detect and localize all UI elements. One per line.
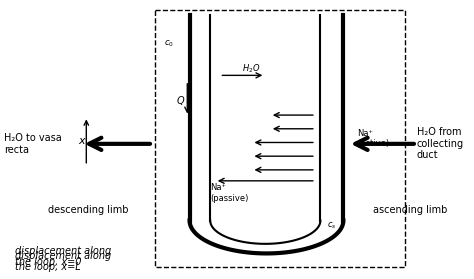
Bar bbox=[155, 9, 405, 267]
Text: H₂O from
collecting
duct: H₂O from collecting duct bbox=[417, 127, 464, 160]
Text: $c_0$: $c_0$ bbox=[164, 39, 174, 49]
Text: ascending limb: ascending limb bbox=[373, 205, 447, 215]
Text: x: x bbox=[78, 136, 85, 146]
Text: Na⁺
(passive): Na⁺ (passive) bbox=[210, 184, 248, 203]
Text: displacement along
the loop, x=L: displacement along the loop, x=L bbox=[15, 251, 111, 272]
Text: Na⁺
(active): Na⁺ (active) bbox=[357, 129, 389, 148]
Text: displacement along
the loop, x=0: displacement along the loop, x=0 bbox=[15, 246, 111, 267]
Text: H₂O to vasa
recta: H₂O to vasa recta bbox=[4, 133, 62, 155]
Text: descending limb: descending limb bbox=[48, 205, 129, 215]
Text: $c_s$: $c_s$ bbox=[327, 221, 337, 231]
Text: $Q$: $Q$ bbox=[176, 93, 185, 107]
Text: $H_2O$: $H_2O$ bbox=[242, 62, 261, 75]
